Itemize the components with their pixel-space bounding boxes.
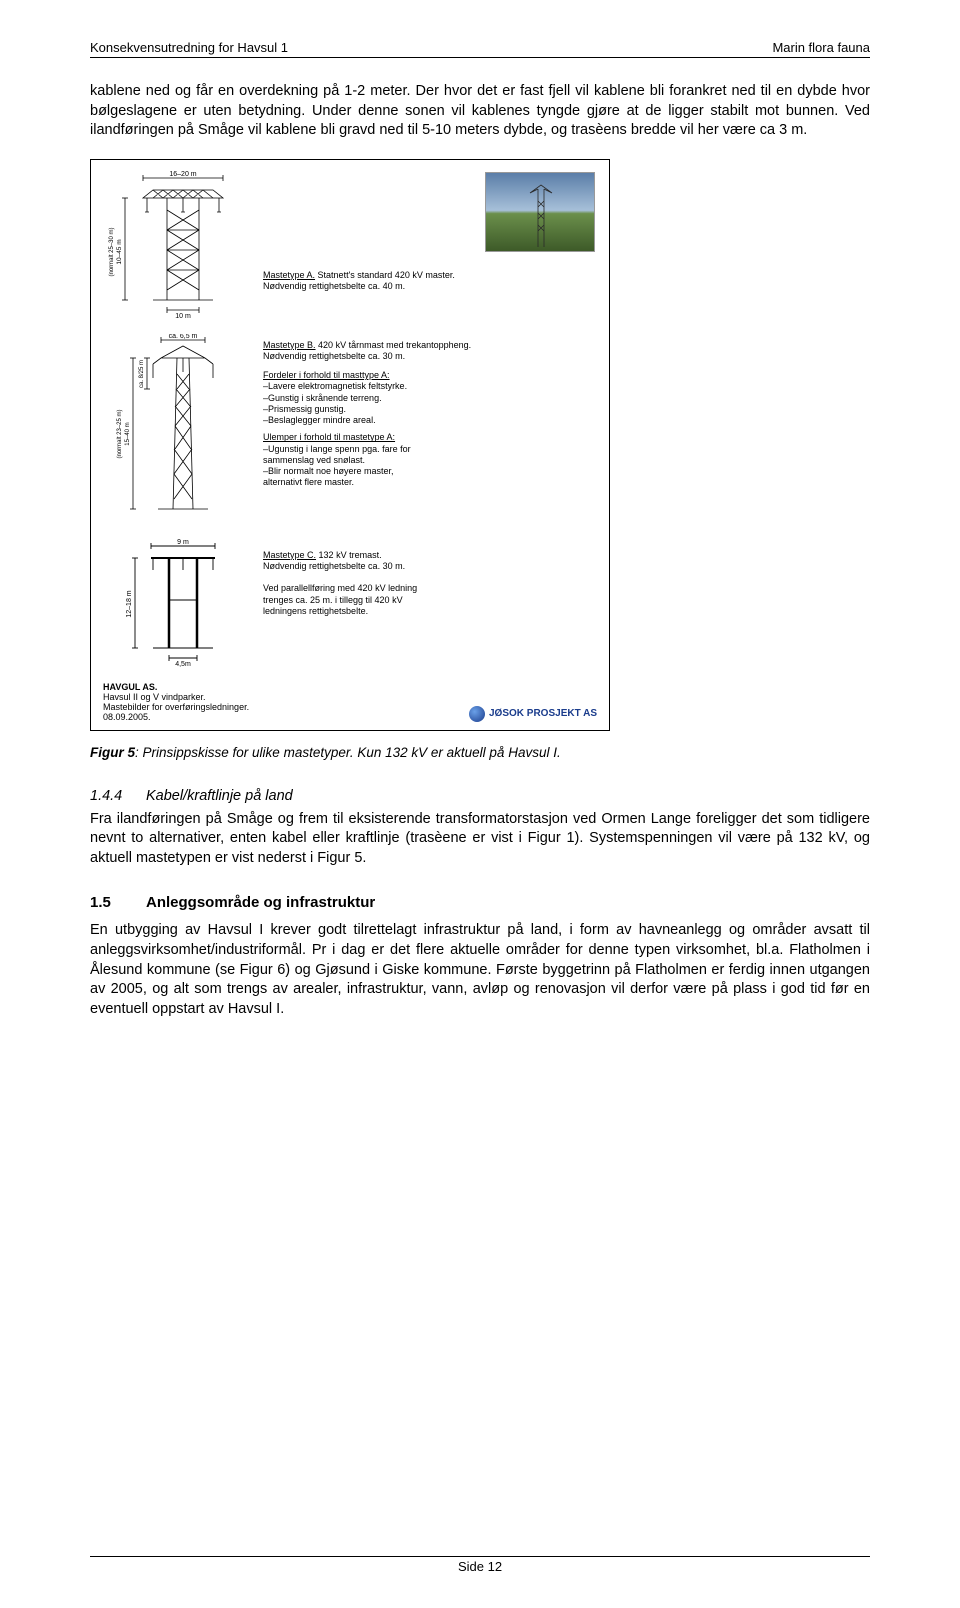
josok-logo: JØSOK PROSJEKT AS [469,706,597,722]
figure-frame: 16–20 m 10–45 m (normalt 25–30 m) 10 m M… [90,159,610,731]
paragraph-1: kablene ned og får en overdekning på 1-2… [90,82,870,141]
mast-c-width: 9 m [177,539,189,546]
subheading-1-4-4: 1.4.4Kabel/kraftlinje på land [90,788,870,804]
header-left: Konsekvensutredning for Havsul 1 [90,40,288,55]
mast-b-adv-title: Fordeler i forhold til masttype A: [263,370,390,380]
mast-c-row: 9 m 12–18 m 4,5m Mastetype C. 132 kV tre… [103,538,597,668]
josok-circle-icon [469,706,485,722]
footer-rule [90,1556,870,1557]
mast-b-side: ca. 8/25 m [139,360,145,388]
josok-text: JØSOK PROSJEKT AS [489,708,597,719]
figure-footer: HAVGUL AS. Havsul II og V vindparker. Ma… [103,682,597,722]
mast-b-adv: –Lavere elektromagnetisk feltstyrke. –Gu… [263,381,597,426]
mast-c-title: Mastetype C. [263,550,316,560]
mast-a-height2: (normalt 25–30 m) [109,227,115,276]
fig-footer-l3: Mastebilder for overføringsledninger. [103,702,249,712]
mast-c-diagram: 9 m 12–18 m 4,5m [103,538,253,668]
mast-b-width: ca. 6,5 m [169,334,198,340]
figure-5-caption: Figur 5: Prinsippskisse for ulike mastet… [90,745,870,760]
sub-title: Kabel/kraftlinje på land [146,788,293,804]
figure-5: 16–20 m 10–45 m (normalt 25–30 m) 10 m M… [90,159,610,731]
fig-footer-l4: 08.09.2005. [103,712,249,722]
mast-c-height: 12–18 m [126,590,133,617]
mast-b-diagram: ca. 6,5 m ca. 8/25 m 15–40 m (normalt 23… [103,334,253,524]
sec-num: 1.5 [90,894,146,911]
mast-a-title: Mastetype A. [263,270,315,280]
mast-b-height: 15–40 m [125,422,131,445]
mast-b-dis: –Ugunstig i lange spenn pga. fare for sa… [263,444,597,489]
fig-footer-l2: Havsul II og V vindparker. [103,692,249,702]
photo-pylon-icon [526,179,556,247]
sec-title: Anleggsområde og infrastruktur [146,894,375,911]
mast-b-dis-title: Ulemper i forhold til mastetype A: [263,432,395,442]
figure-footer-left: HAVGUL AS. Havsul II og V vindparker. Ma… [103,682,249,722]
mast-c-desc: Mastetype C. 132 kV tremast. Nødvendig r… [253,538,597,618]
mast-b-desc: Mastetype B. 420 kV tårnmast med trekant… [253,334,597,489]
page-header: Konsekvensutredning for Havsul 1 Marin f… [90,40,870,55]
mast-b-height2: (normalt 23–25 m) [117,409,123,458]
mast-c-base: 4,5m [175,661,191,668]
header-right: Marin flora fauna [772,40,870,55]
paragraph-2: Fra ilandføringen på Småge og frem til e… [90,810,870,869]
mast-b-row: ca. 6,5 m ca. 8/25 m 15–40 m (normalt 23… [103,334,597,524]
page-number: Side 12 [458,1559,502,1574]
sub-num: 1.4.4 [90,788,146,804]
mast-a-height: 10–45 m [116,239,123,264]
mast-a-width: 16–20 m [169,171,196,178]
fig-footer-l1: HAVGUL AS. [103,682,249,692]
paragraph-3: En utbygging av Havsul I krever godt til… [90,921,870,1019]
mast-a-diagram: 16–20 m 10–45 m (normalt 25–30 m) 10 m [103,170,253,320]
mast-a-base: 10 m [175,313,191,320]
mast-b-title: Mastetype B. [263,340,316,350]
header-rule [90,57,870,58]
page-footer: Side 12 [90,1556,870,1574]
section-1-5: 1.5Anleggsområde og infrastruktur [90,894,870,911]
photo-inset [485,172,595,252]
page: Konsekvensutredning for Havsul 1 Marin f… [0,0,960,1608]
